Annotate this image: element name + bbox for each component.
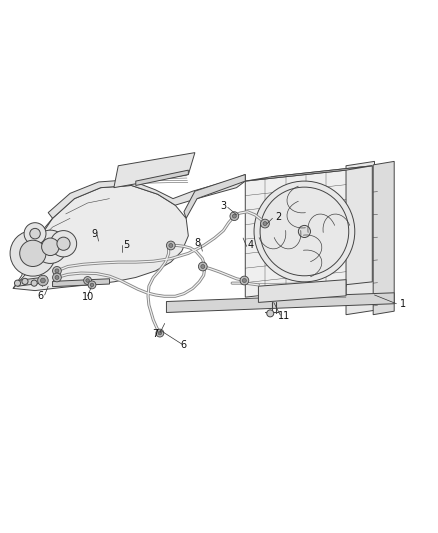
Circle shape: [57, 237, 70, 251]
Circle shape: [50, 231, 77, 257]
Circle shape: [20, 240, 46, 266]
Circle shape: [53, 266, 61, 275]
Polygon shape: [258, 280, 346, 302]
Polygon shape: [166, 293, 394, 312]
Circle shape: [38, 275, 48, 286]
Circle shape: [53, 273, 61, 282]
Circle shape: [55, 276, 59, 279]
Polygon shape: [48, 174, 245, 219]
Text: 7: 7: [152, 329, 159, 340]
Polygon shape: [272, 166, 372, 293]
Circle shape: [201, 264, 205, 269]
Text: 8: 8: [194, 238, 200, 248]
Circle shape: [22, 278, 28, 285]
Circle shape: [298, 225, 311, 238]
Circle shape: [90, 283, 94, 287]
Text: 1: 1: [400, 298, 406, 309]
Polygon shape: [13, 185, 188, 290]
Circle shape: [198, 262, 207, 271]
Text: 6: 6: [38, 291, 44, 301]
Polygon shape: [184, 174, 245, 219]
Text: 11: 11: [278, 311, 290, 321]
Text: 9: 9: [91, 229, 97, 239]
Circle shape: [158, 332, 162, 335]
Circle shape: [14, 280, 21, 286]
Text: 4: 4: [247, 240, 254, 251]
Polygon shape: [346, 161, 374, 314]
Circle shape: [166, 241, 175, 250]
Circle shape: [88, 281, 96, 289]
Circle shape: [10, 231, 56, 276]
Circle shape: [86, 279, 89, 282]
Circle shape: [34, 230, 67, 263]
Polygon shape: [245, 166, 372, 181]
Text: 2: 2: [275, 213, 281, 222]
Polygon shape: [373, 161, 394, 314]
Circle shape: [254, 181, 355, 282]
Circle shape: [240, 276, 249, 285]
Circle shape: [55, 269, 59, 273]
Circle shape: [261, 219, 269, 228]
Circle shape: [243, 279, 246, 282]
Text: 6: 6: [180, 341, 186, 350]
Text: 5: 5: [123, 240, 129, 249]
Circle shape: [30, 229, 40, 239]
Text: 3: 3: [220, 201, 226, 211]
Circle shape: [232, 214, 237, 218]
Polygon shape: [114, 152, 195, 188]
Circle shape: [24, 223, 46, 245]
Circle shape: [41, 278, 45, 283]
Polygon shape: [18, 278, 42, 286]
Circle shape: [230, 212, 239, 221]
Circle shape: [42, 238, 59, 255]
Circle shape: [84, 277, 92, 285]
Polygon shape: [53, 279, 110, 287]
Polygon shape: [245, 170, 346, 297]
Polygon shape: [136, 170, 188, 185]
Circle shape: [156, 329, 164, 337]
Text: 10: 10: [81, 292, 94, 302]
Circle shape: [263, 222, 267, 225]
Circle shape: [267, 310, 274, 317]
Circle shape: [31, 280, 37, 286]
Circle shape: [169, 244, 173, 247]
